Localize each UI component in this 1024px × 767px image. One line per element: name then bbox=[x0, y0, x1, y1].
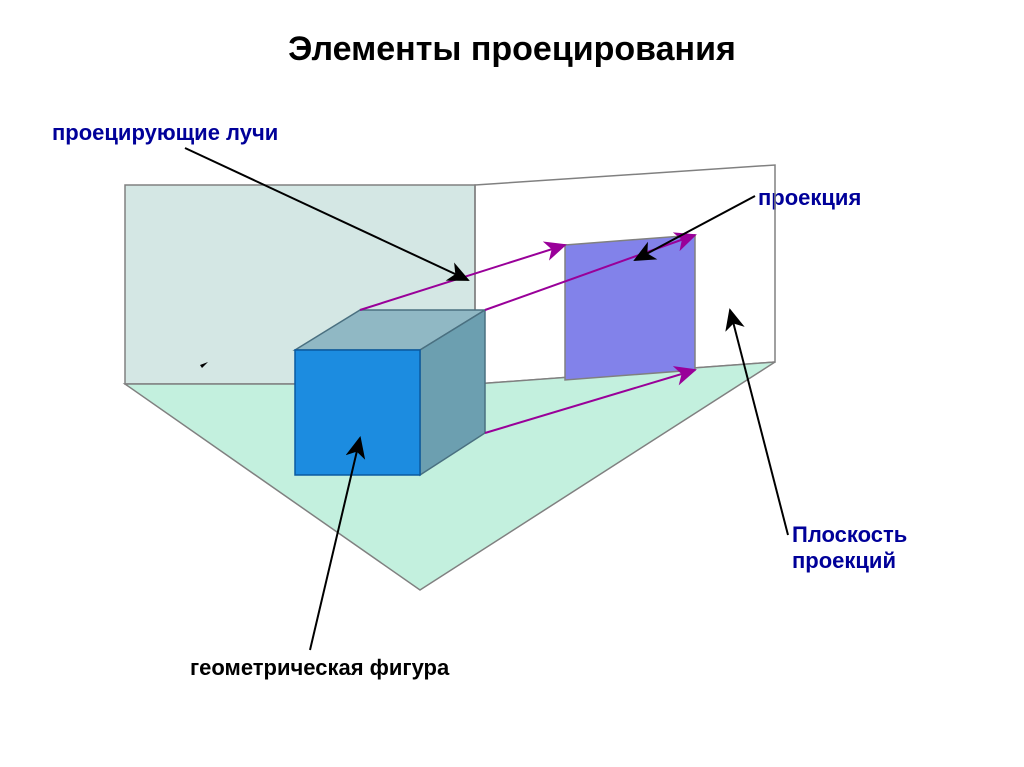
cube-front-face bbox=[295, 350, 420, 475]
projection-square bbox=[565, 235, 695, 380]
diagram-svg bbox=[0, 0, 1024, 767]
pointer-plane bbox=[730, 310, 788, 535]
